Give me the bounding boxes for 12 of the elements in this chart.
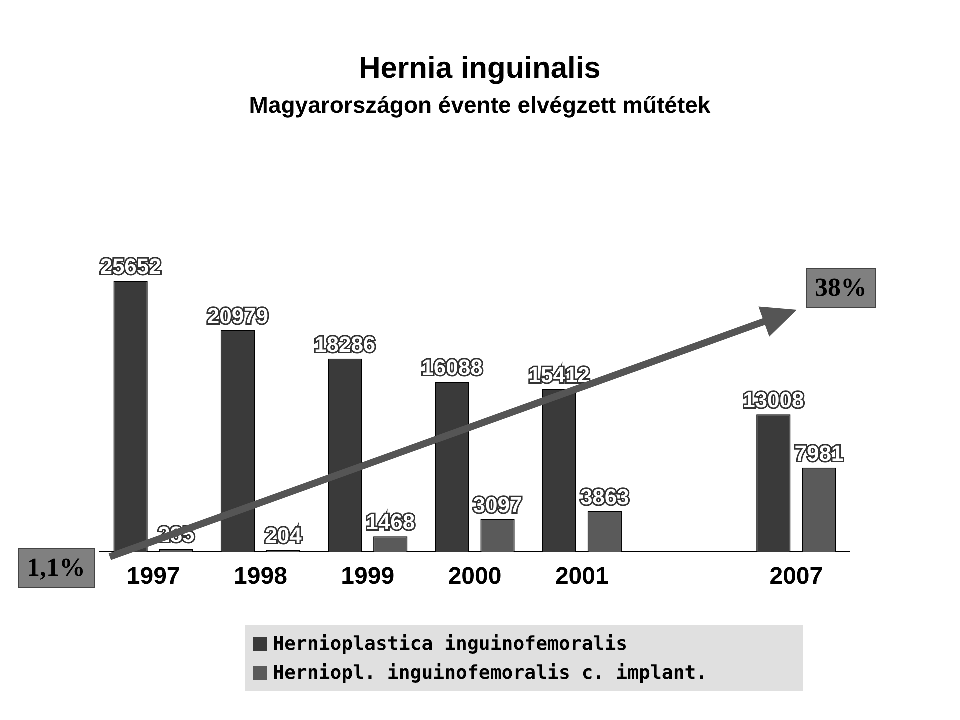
x-tick-label: 1997 [126, 563, 180, 590]
x-tick-label: 2007 [770, 563, 824, 590]
chart-subtitle: Magyarországon évente elvégzett műtétek [248, 92, 712, 119]
x-tick-label: 1999 [341, 563, 395, 590]
text: 1,1% [18, 548, 94, 588]
annotation: 38% [806, 268, 876, 308]
x-tick-label: 1998 [234, 563, 288, 590]
x-tick-label: 2000 [448, 563, 502, 590]
legend-label: Hernioplastica inguinofemoralis [273, 632, 628, 654]
x-tick-label: 2001 [555, 563, 609, 590]
chart-title: Hernia inguinalis [358, 52, 602, 86]
legend-label: Herniopl. inguinofemoralis c. implant. [273, 662, 708, 684]
